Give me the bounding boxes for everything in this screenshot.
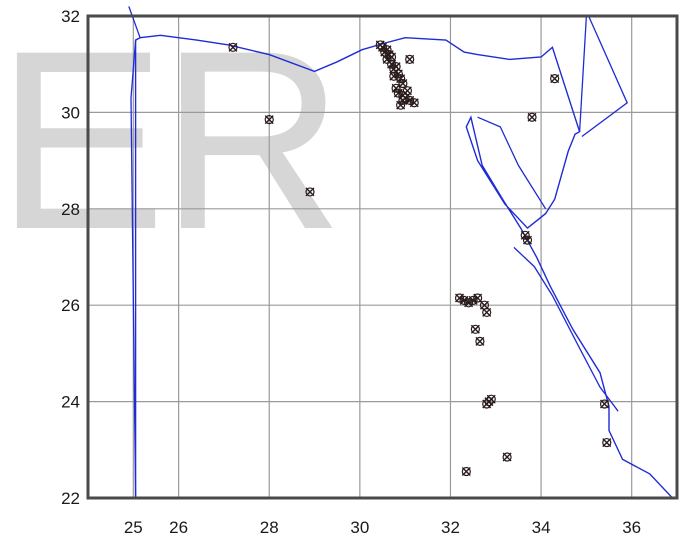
station-marker [398, 95, 408, 105]
station-marker [402, 86, 413, 96]
station-marker [520, 230, 530, 240]
station-marker [409, 98, 419, 108]
station-marker [382, 45, 392, 55]
station-marker [522, 235, 533, 245]
station-marker [396, 100, 406, 110]
x-tick-label: 25 [124, 518, 143, 537]
watermark-text: ER [0, 0, 338, 283]
station-marker [468, 295, 478, 305]
station-marker [475, 336, 485, 346]
station-marker [482, 399, 492, 409]
station-marker [502, 452, 512, 462]
station-marker [527, 112, 537, 122]
station-marker [305, 187, 315, 197]
axis-labels: 25 26 28 30 32 34 36 32 30 28 26 24 22 [61, 7, 641, 537]
station-marker [550, 74, 560, 84]
y-tick-label: 32 [61, 7, 80, 26]
station-marker [470, 324, 480, 334]
coastline-segment [128, 6, 141, 38]
station-marker [482, 307, 492, 318]
station-marker [459, 295, 469, 305]
border-layer [128, 6, 675, 499]
x-tick-label: 34 [532, 518, 551, 537]
x-tick-label: 26 [169, 518, 188, 537]
coastline-segment [477, 116, 547, 210]
x-tick-label: 32 [441, 518, 460, 537]
station-marker [386, 59, 397, 69]
station-marker [405, 95, 415, 105]
station-marker [386, 52, 397, 62]
y-tick-label: 30 [61, 103, 80, 122]
y-tick-label: 22 [61, 489, 80, 508]
station-marker [454, 293, 465, 303]
station-marker [228, 42, 238, 52]
y-tick-label: 24 [61, 393, 80, 412]
country-border-line [134, 34, 675, 499]
coastline-segment [581, 15, 629, 138]
station-marker [473, 293, 483, 303]
station-marker [398, 78, 408, 89]
station-marker [377, 42, 388, 52]
coastline-segment [513, 246, 619, 412]
points-layer [228, 40, 612, 477]
station-marker [391, 62, 401, 72]
x-tick-label: 30 [350, 518, 369, 537]
station-marker [389, 71, 399, 81]
station-marker [264, 115, 274, 125]
station-marker [602, 437, 612, 448]
x-tick-label: 36 [622, 518, 641, 537]
station-marker [461, 466, 471, 477]
station-marker [391, 83, 401, 93]
station-marker [463, 298, 474, 308]
coastline-segment [578, 15, 588, 132]
station-marker [599, 399, 610, 409]
station-marker [393, 88, 403, 98]
y-tick-label: 28 [61, 200, 80, 219]
coastline-segment [130, 40, 137, 499]
x-tick-label: 28 [260, 518, 279, 537]
map-frame [86, 14, 679, 500]
station-marker [405, 54, 415, 64]
y-tick-label: 26 [61, 296, 80, 315]
